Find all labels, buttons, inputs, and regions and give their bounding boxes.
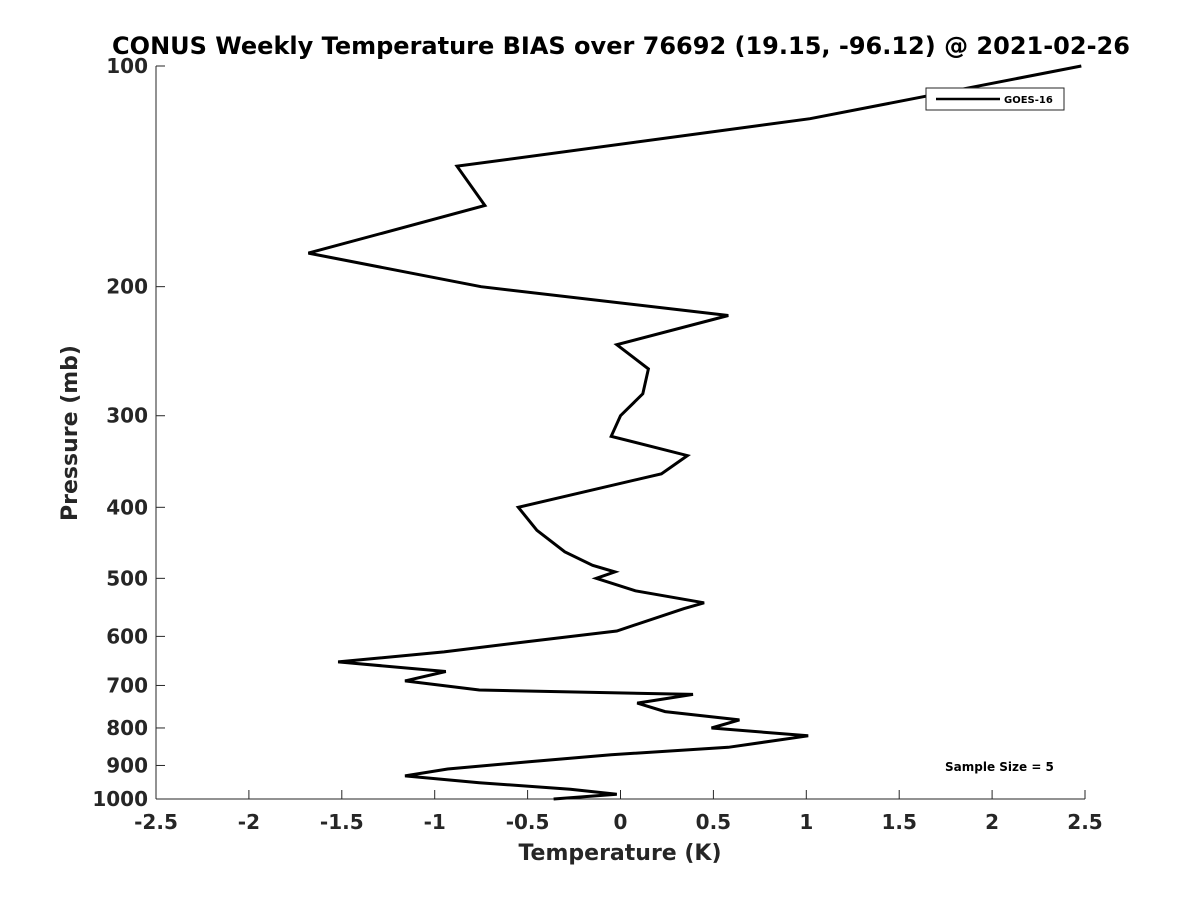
x-tick-label: 0 [614,810,628,834]
y-tick-label: 300 [106,404,148,428]
legend-label-goes-16: GOES-16 [1004,95,1053,106]
x-axis-ticks: -2.5 -2 -1.5 -1 -0.5 0 0.5 1 1.5 2 2.5 [134,790,1103,834]
x-tick-label: -2 [238,810,260,834]
sample-size-annotation: Sample Size = 5 [945,760,1054,774]
y-tick-label: 200 [106,275,148,299]
y-tick-label: 900 [106,753,148,777]
y-axis-label: Pressure (mb) [58,345,83,521]
x-tick-label: -1.5 [320,810,364,834]
series-line-goes-16 [308,64,1082,801]
y-axis-ticks: 100 200 300 400 500 600 700 800 900 1000 [92,54,165,811]
y-tick-label: 600 [106,624,148,648]
y-tick-label: 800 [106,716,148,740]
x-tick-label: 2.5 [1067,810,1102,834]
series-layer [308,64,1082,801]
legend: GOES-16 [925,87,1065,111]
x-tick-label: 0.5 [696,810,731,834]
x-tick-label: -1 [424,810,446,834]
x-tick-label: 1 [799,810,813,834]
y-tick-label: 400 [106,495,148,519]
chart-title: CONUS Weekly Temperature BIAS over 76692… [112,32,1130,60]
x-tick-label: 1.5 [881,810,916,834]
y-tick-label: 100 [106,54,148,78]
x-tick-label: -0.5 [506,810,550,834]
x-tick-label: 2 [985,810,999,834]
plot-area: -2.5 -2 -1.5 -1 -0.5 0 0.5 1 1.5 2 2.5 100 200 300 40… [92,54,1102,834]
y-tick-label: 500 [106,566,148,590]
x-axis-label: Temperature (K) [518,841,721,866]
y-tick-label: 700 [106,673,148,697]
y-tick-label: 1000 [92,787,148,811]
x-tick-label: -2.5 [134,810,178,834]
